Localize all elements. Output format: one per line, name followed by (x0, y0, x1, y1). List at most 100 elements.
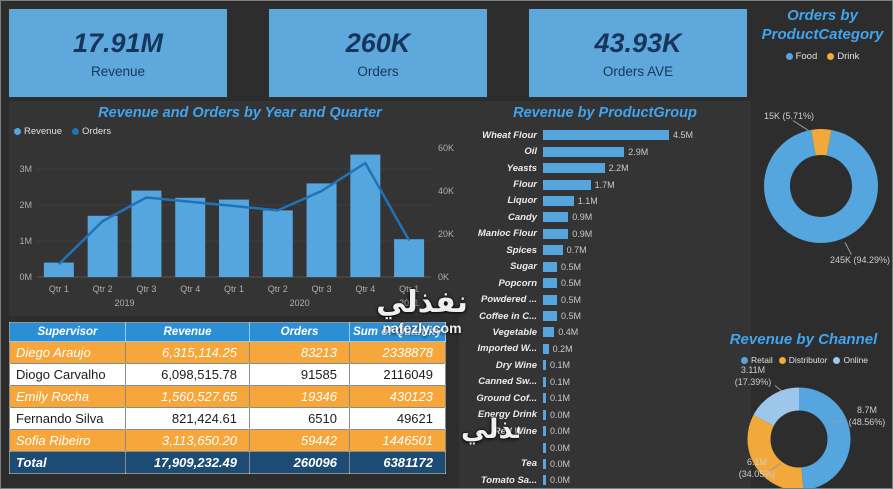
kpi-card-orders[interactable]: 260K Orders (269, 9, 487, 97)
productgroup-chart-title: Revenue by ProductGroup (513, 105, 697, 121)
table-row[interactable]: Diego Araujo 6,315,114.25 83213 2338878 (9, 341, 446, 364)
revenue-bar[interactable] (87, 215, 118, 277)
legend-item-revenue[interactable]: Revenue (14, 126, 62, 137)
productgroup-row[interactable]: Tea 0.0M (459, 456, 751, 472)
productgroup-row[interactable]: Manioc Flour 0.9M (459, 226, 751, 242)
productgroup-bar[interactable] (543, 163, 605, 174)
column-header[interactable]: Supervisor (9, 322, 126, 342)
revenue-bar[interactable] (262, 210, 293, 277)
productgroup-bar[interactable] (543, 409, 546, 420)
productgroup-row[interactable]: Flour 1.7M (459, 176, 751, 192)
category-donut-svg[interactable] (762, 127, 880, 245)
productgroup-bar[interactable] (543, 195, 574, 206)
productgroup-bar[interactable] (543, 343, 549, 354)
productgroup-bar[interactable] (543, 311, 557, 322)
productgroup-bar[interactable] (543, 360, 546, 371)
column-header[interactable]: Sum of Quantity (349, 322, 446, 342)
productgroup-bar[interactable] (543, 179, 591, 190)
donut-slice-online[interactable] (747, 387, 851, 488)
productgroup-row[interactable]: Vegetable 0.4M (459, 324, 751, 340)
table-cell: Fernando Silva (9, 407, 126, 430)
orders-line[interactable] (58, 161, 411, 265)
productgroup-bar[interactable] (543, 442, 546, 453)
legend-item-drink[interactable]: Drink (827, 51, 859, 62)
productgroup-bar[interactable] (543, 261, 557, 272)
productgroup-label: Popcorn (498, 277, 537, 289)
category-legend: Food Drink (751, 51, 892, 62)
productgroup-row[interactable]: Candy 0.9M (459, 209, 751, 225)
productgroup-row[interactable]: Tomato Sa... 0.0M (459, 472, 751, 488)
legend-label: Drink (837, 51, 860, 62)
productgroup-row[interactable]: Imported W... 0.2M (459, 341, 751, 357)
productgroup-bar[interactable] (543, 228, 569, 239)
bar-value-label: 0.0M (550, 409, 571, 420)
productgroup-bar[interactable] (543, 130, 669, 141)
productgroup-row[interactable]: Wheat Flour 4.5M (459, 127, 751, 143)
revenue-bar[interactable] (394, 239, 425, 277)
revenue-bar[interactable] (350, 154, 381, 277)
kpi-card-revenue[interactable]: 17.91M Revenue (9, 9, 227, 97)
bar-value-label: 1.1M (577, 195, 598, 206)
productgroup-bar[interactable] (543, 245, 563, 256)
supervisor-table[interactable]: Supervisor Revenue Orders Sum of Quantity D… (9, 322, 446, 474)
legend-item-distributor[interactable]: Distributor (778, 355, 827, 365)
table-cell: 6,315,114.25 (125, 341, 250, 364)
table-row[interactable]: Sofia Ribeiro 3,113,650.20 59442 1446501 (9, 429, 446, 452)
donut-slice-drink[interactable] (764, 129, 878, 243)
y-axis-label: 3M (19, 164, 32, 174)
column-header[interactable]: Revenue (125, 322, 250, 342)
kpi-card-orders-ave[interactable]: 43.93K Orders AVE (529, 9, 747, 97)
revenue-bar[interactable] (306, 183, 337, 277)
legend-item-food[interactable]: Food (785, 51, 817, 62)
bar-value-label: 0.7M (566, 245, 587, 256)
bar-value-label: 2.2M (608, 163, 629, 174)
kpi-label-orders: Orders (357, 63, 399, 79)
productgroup-row[interactable]: Dry Wine 0.1M (459, 357, 751, 373)
legend-item-orders[interactable]: Orders (72, 126, 111, 137)
legend-item-retail[interactable]: Retail (741, 355, 773, 365)
channel-donut-svg[interactable] (745, 385, 853, 489)
productgroup-label: Tomato Sa... (480, 474, 537, 486)
table-row[interactable]: Emily Rocha 1,560,527.65 19346 430123 (9, 385, 446, 408)
productgroup-row[interactable]: Oil 2.9M (459, 143, 751, 159)
column-header[interactable]: Orders (249, 322, 350, 342)
productgroup-row[interactable]: Red Wine 0.0M (459, 423, 751, 439)
productgroup-bar[interactable] (543, 327, 555, 338)
productgroup-row[interactable]: Canned Sw... 0.1M (459, 374, 751, 390)
productgroup-bar[interactable] (543, 376, 546, 387)
legend-item-online[interactable]: Online (833, 355, 868, 365)
productgroup-bar[interactable] (543, 475, 546, 486)
productgroup-row[interactable]: Ground Cof... 0.1M (459, 390, 751, 406)
productgroup-bar[interactable] (543, 426, 546, 437)
productgroup-row[interactable]: Powdered ... 0.5M (459, 291, 751, 307)
table-row[interactable]: Fernando Silva 821,424.61 6510 49621 (9, 407, 446, 430)
productgroup-row[interactable]: Coffee in C... 0.5M (459, 308, 751, 324)
productgroup-bar[interactable] (543, 294, 557, 305)
donut-slice-distributor[interactable] (747, 387, 851, 488)
revenue-bar[interactable] (175, 197, 206, 277)
revenue-bar[interactable] (131, 190, 162, 277)
productgroup-bar[interactable] (543, 212, 569, 223)
legend-dot (827, 53, 835, 60)
table-row[interactable]: Diogo Carvalho 6,098,515.78 91585 2116049 (9, 363, 446, 386)
productgroup-bar[interactable] (543, 278, 557, 289)
productgroup-label: Sugar (510, 261, 537, 273)
productgroup-row[interactable]: Yeasts 2.2M (459, 160, 751, 176)
productgroup-row[interactable]: Spices 0.7M (459, 242, 751, 258)
productgroup-label: Powdered ... (481, 294, 537, 306)
productgroup-row[interactable]: Popcorn 0.5M (459, 275, 751, 291)
productgroup-bar[interactable] (543, 393, 546, 404)
productgroup-bar[interactable] (543, 458, 546, 469)
productgroup-row[interactable]: 0.0M (459, 439, 751, 455)
combo-chart-svg[interactable]: 0M 1M 2M 3M 0K 20K 40K 60K Qtr 1 Qtr 2 Qtr 3 Qtr 4 Q… (9, 137, 471, 313)
revenue-bar[interactable] (219, 199, 249, 277)
legend-dot (741, 356, 748, 364)
channel-donut-title: Revenue by Channel (729, 331, 878, 348)
table-cell: 83213 (249, 341, 350, 364)
revenue-bar[interactable] (43, 262, 74, 277)
productgroup-row[interactable]: Sugar 0.5M (459, 259, 751, 275)
table-cell: 260096 (249, 451, 350, 474)
productgroup-bar[interactable] (543, 146, 625, 157)
productgroup-row[interactable]: Liquor 1.1M (459, 193, 751, 209)
productgroup-row[interactable]: Energy Drink 0.0M (459, 406, 751, 422)
